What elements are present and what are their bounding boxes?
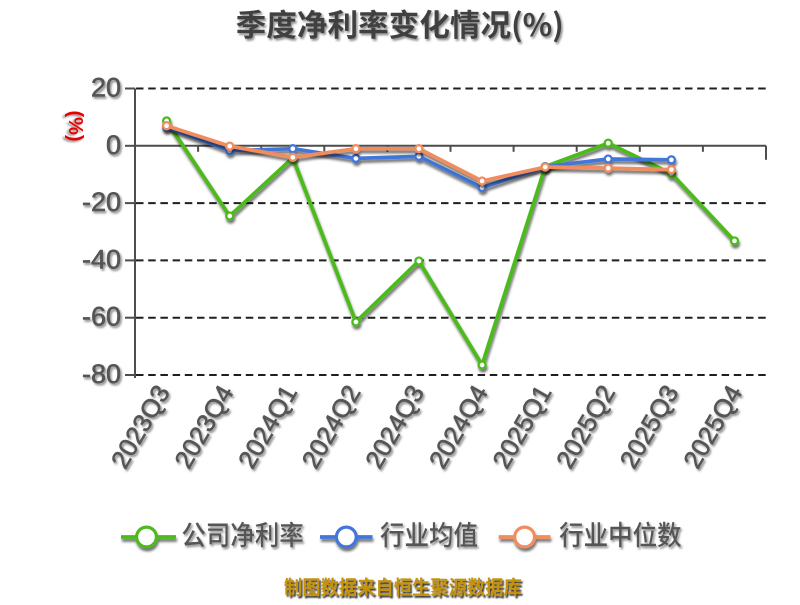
svg-text:-80: -80 xyxy=(82,359,121,389)
svg-text:(%): (%) xyxy=(64,110,86,141)
svg-text:-40: -40 xyxy=(82,244,121,274)
svg-text:-60: -60 xyxy=(82,302,121,332)
svg-text:-20: -20 xyxy=(82,187,121,217)
svg-text:0: 0 xyxy=(106,130,121,160)
svg-text:20: 20 xyxy=(91,73,121,103)
